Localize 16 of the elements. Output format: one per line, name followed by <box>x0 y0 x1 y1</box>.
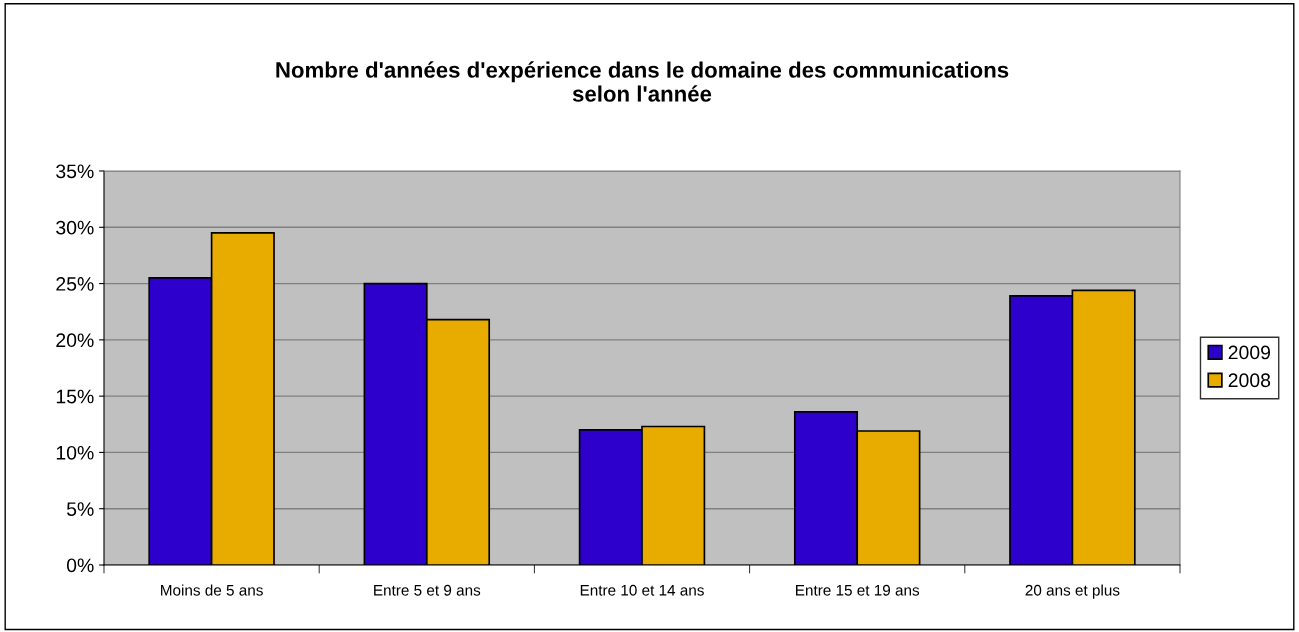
x-tick-label: Entre 15 et 19 ans <box>796 584 920 596</box>
y-tick-label: 20% <box>56 333 94 348</box>
chart-title: Nombre d'années d'expérience dans le domaine des communications selon l'année <box>276 61 1009 102</box>
x-tick-label: 20 ans et plus <box>1025 584 1120 599</box>
y-tick-label: 30% <box>56 220 94 235</box>
y-tick-label: 0% <box>66 558 94 573</box>
y-tick-label: 35% <box>56 164 94 179</box>
y-tick-label: 5% <box>66 502 94 516</box>
x-tick-label: Moins de 5 ans <box>161 584 263 596</box>
x-tick-label: Entre 10 et 14 ans <box>580 584 704 596</box>
legend-label: 2009 <box>1228 345 1271 360</box>
legend-label: 2008 <box>1228 373 1271 388</box>
x-tick-label: Entre 5 et 9 ans <box>374 584 481 596</box>
y-tick-label: 15% <box>56 389 94 404</box>
y-tick-label: 25% <box>56 277 94 291</box>
y-tick-label: 10% <box>56 445 94 460</box>
